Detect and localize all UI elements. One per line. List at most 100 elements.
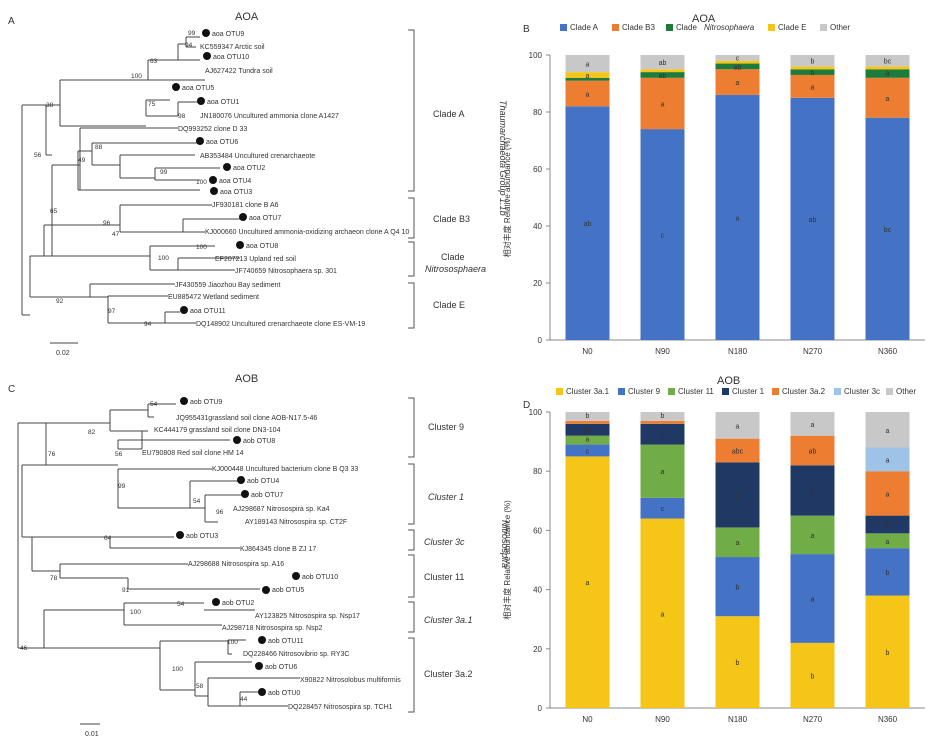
leaf-label: KC559347 Arctic soil: [200, 44, 265, 51]
x-tick-label: N270: [803, 715, 823, 724]
bootstrap-value: 63: [150, 58, 158, 65]
leaf-label: aoa OTU10: [213, 54, 249, 61]
otu-marker: [180, 397, 188, 405]
otu-marker: [176, 531, 184, 539]
legend-label: Nitrosophaera: [704, 23, 755, 32]
bar-segment: [715, 462, 760, 528]
bar-label: a: [811, 422, 815, 429]
bar-segment: [715, 616, 760, 708]
legend-label: Cluster 1: [732, 387, 765, 396]
bar-label: a: [886, 491, 890, 498]
legend-swatch: [772, 388, 779, 395]
bar-label: ab: [809, 448, 817, 455]
legend-label: Cluster 3c: [844, 387, 880, 396]
bootstrap-value: 91: [122, 587, 130, 594]
leaf-label: JF740659 Nitrosophaera sp. 301: [235, 268, 337, 275]
bootstrap-value: 100: [227, 639, 238, 646]
bootstrap-value: 58: [196, 683, 204, 690]
leaf-label: X90822 Nitrosolobus multiformis: [300, 677, 401, 684]
otu-marker: [210, 187, 218, 195]
leaf-label: AJ298687 Nitrosospira sp. Ka4: [233, 506, 330, 513]
bootstrap-value: 99: [118, 483, 126, 490]
otu-marker: [203, 52, 211, 60]
bar-label: b: [886, 570, 890, 577]
otu-marker: [223, 163, 231, 171]
bar-label: c: [736, 56, 740, 63]
bar-label: abc: [732, 448, 744, 455]
bar-label: a: [811, 533, 815, 540]
bar-segment: [790, 69, 835, 75]
bar-label: a: [886, 428, 890, 435]
bar-segment: [865, 412, 910, 448]
leaf-label: KJ864345 clone B ZJ 17: [240, 546, 316, 553]
bootstrap-value: 54: [177, 601, 185, 608]
clade-label: Clade E: [433, 300, 465, 310]
bootstrap-value: 82: [88, 429, 96, 436]
legend-label: Cluster 3a.1: [566, 387, 610, 396]
legend-swatch: [612, 24, 619, 31]
bar-label: a: [586, 62, 590, 69]
bar-segment: [565, 106, 610, 340]
bar-label: a: [886, 539, 890, 546]
panel-d-title: AOB: [717, 375, 740, 387]
bar-segment: [565, 80, 610, 107]
bootstrap-value: 100: [172, 666, 183, 673]
bootstrap-value: 49: [78, 157, 86, 164]
leaf-label: aoa OTU8: [246, 243, 278, 250]
legend-swatch: [820, 24, 827, 31]
leaf-label: aob OTU0: [268, 690, 300, 697]
scale-label: 0.01: [85, 731, 99, 738]
cluster-label: Cluster 9: [428, 422, 464, 432]
x-tick-label: N270: [803, 347, 823, 356]
otu-marker: [239, 213, 247, 221]
leaf-label: EU790808 Red soil clone HM 14: [142, 450, 244, 457]
leaf-label: AB353484 Uncultured crenarchaeote: [200, 153, 315, 160]
bootstrap-value: 46: [20, 645, 28, 652]
bar-segment: [715, 557, 760, 617]
bar-segment: [865, 595, 910, 708]
bar-label: c: [661, 233, 665, 240]
y-tick-label: 60: [533, 526, 542, 535]
cluster-label: Cluster 1: [428, 492, 464, 502]
bar-label: b: [886, 650, 890, 657]
bootstrap-value: 96: [216, 509, 224, 516]
bar-segment: [865, 548, 910, 596]
leaf-label: KJ000448 Uncultured bacterium clone B Q3…: [212, 466, 358, 473]
group-label: Thaumarchaeota Group 1.1b: [498, 100, 508, 216]
bar-label: a: [886, 96, 890, 103]
stacked-bar-chart-aob: 0 20 40 60 80 100 相对丰度 Relative abundance (%) a…: [502, 387, 925, 724]
legend-swatch: [556, 388, 563, 395]
scale-label: 0.02: [56, 350, 70, 357]
leaf-label: DQ148902 Uncultured crenarchaeote clone …: [196, 321, 365, 328]
panel-d-letter: D: [523, 400, 530, 411]
otu-marker: [197, 97, 205, 105]
bar-label: a: [811, 84, 815, 91]
bootstrap-value: 100: [131, 73, 142, 80]
clade-label: Clade: [441, 252, 465, 262]
bar-segment: [640, 77, 685, 130]
x-tick-label: N90: [655, 715, 670, 724]
bootstrap-value: 38: [46, 102, 54, 109]
bar-label: ab: [584, 221, 592, 228]
bar-segment: [790, 465, 835, 516]
bar-segment: [865, 69, 910, 78]
cluster-label: Cluster 11: [424, 572, 464, 582]
legend-swatch: [886, 388, 893, 395]
leaf-label: aoa OTU1: [207, 99, 239, 106]
otu-marker: [180, 306, 188, 314]
leaf-label: AY123825 Nitrosospira sp. Nsp17: [255, 613, 360, 620]
bar-segment: [715, 60, 760, 64]
panel-a-letter: A: [8, 16, 15, 27]
leaf-label: aob OTU8: [243, 438, 275, 445]
bar-segment: [790, 515, 835, 555]
legend-swatch: [668, 388, 675, 395]
leaf-label: aob OTU3: [186, 533, 218, 540]
bar-segment: [565, 456, 610, 708]
bar-segment: [715, 412, 760, 439]
legend-swatch: [666, 24, 673, 31]
leaf-label: aoa OTU11: [190, 308, 226, 315]
leaf-label: DQ228466 Nitrosovibrio sp. RY3C: [243, 651, 349, 658]
y-tick-label: 40: [533, 222, 542, 231]
bar-segment: [790, 66, 835, 70]
cluster-label: Cluster 3a.2: [424, 669, 473, 679]
